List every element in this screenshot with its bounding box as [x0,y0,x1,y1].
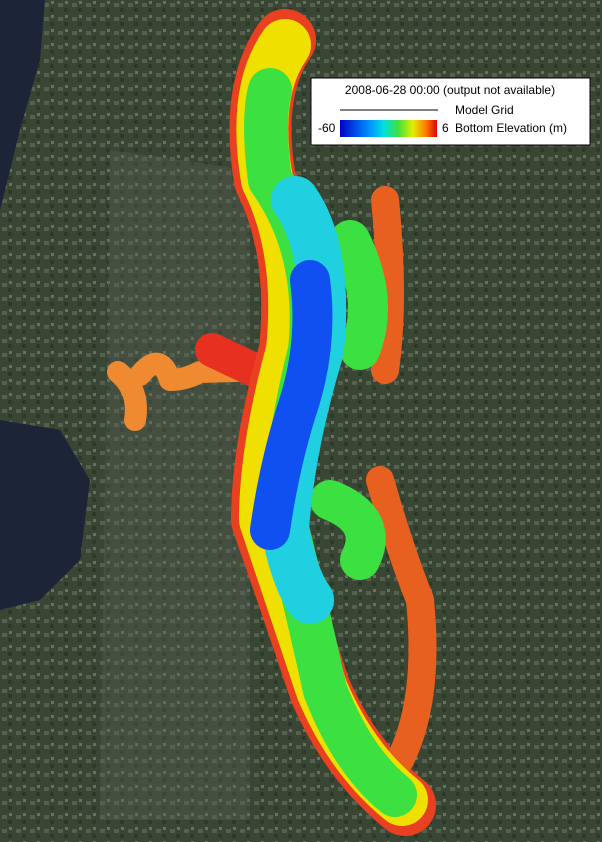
colorbar-max: 6 [442,121,449,135]
legend: 2008-06-28 00:00 (output not available) … [310,77,591,146]
colorbar-min: -60 [318,121,336,135]
east-shore [366,186,437,774]
sound-water [0,0,45,210]
mid-zone-east [310,220,388,580]
grid-label: Model Grid [455,103,514,117]
colorbar-label: Bottom Elevation (m) [455,121,567,135]
model-grid [107,9,437,836]
city [100,150,250,820]
bay-water [0,420,90,610]
colorbar [340,120,437,137]
timestamp: 2008-06-28 00:00 (output not available) [345,83,555,97]
ship-canal [107,352,276,431]
deepest-zone [250,260,333,550]
